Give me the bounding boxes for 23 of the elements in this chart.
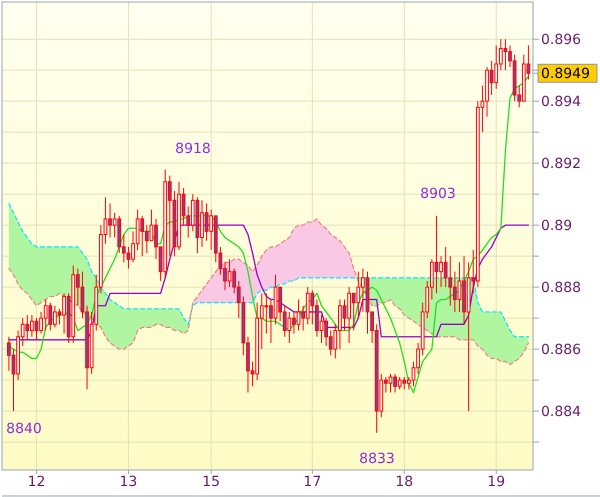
y-tick-label: 0.892 [541, 156, 582, 172]
y-tick-label: 0.894 [541, 94, 582, 110]
annotation: 8840 [6, 421, 42, 437]
candlestick [402, 376, 406, 390]
candlestick [448, 256, 452, 306]
x-tick-label: 18 [395, 474, 414, 490]
candlestick [48, 302, 52, 332]
x-tick-label: 15 [202, 474, 220, 490]
annotation: 8833 [359, 451, 395, 467]
x-tick-label: 17 [303, 474, 322, 490]
x-tick-label: 13 [120, 474, 138, 490]
y-tick-label: 0.888 [541, 280, 582, 296]
y-tick-label: 0.886 [541, 342, 582, 358]
y-tick-label: 0.896 [541, 32, 582, 48]
annotation: 8903 [420, 186, 456, 202]
x-tick-label: 19 [487, 474, 506, 490]
y-tick-label: 0.89 [541, 218, 572, 234]
annotation: 8918 [175, 141, 211, 157]
line-series [8, 202, 530, 338]
line-series [8, 76, 530, 394]
x-tick-label: 12 [28, 474, 46, 490]
y-tick-label: 0.884 [541, 404, 582, 420]
text: 0.8949 [541, 66, 590, 82]
